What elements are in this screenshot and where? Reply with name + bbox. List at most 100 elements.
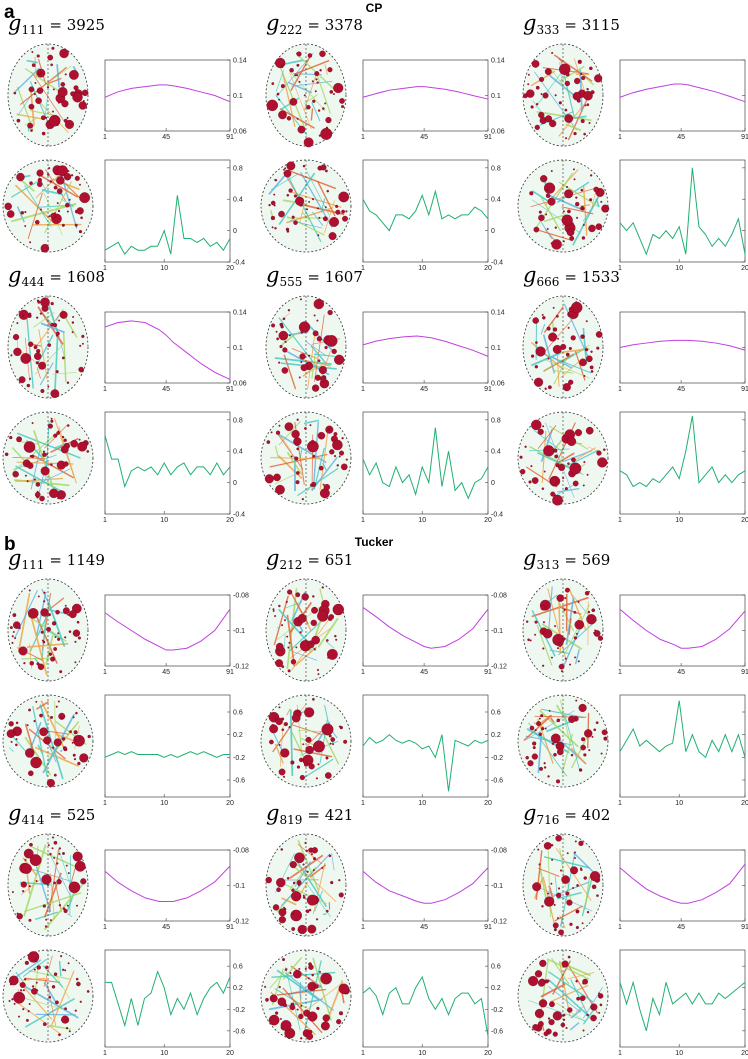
brain-node — [265, 998, 269, 1002]
brain-node — [38, 361, 47, 370]
brain-edge — [16, 206, 25, 223]
y-tick-label: 0.4 — [491, 197, 501, 204]
brain-node — [324, 102, 327, 105]
brain-node — [575, 196, 578, 199]
brain-node — [314, 374, 321, 381]
panel-title-subscript: 666 — [536, 275, 559, 289]
brain-node — [545, 115, 553, 123]
brain-node — [42, 450, 46, 453]
brain-node — [322, 216, 328, 222]
x-tick-label: 45 — [420, 386, 428, 393]
brain-image — [2, 411, 94, 505]
brain-node — [552, 306, 555, 309]
brain-node — [278, 706, 281, 709]
brain-node — [590, 1005, 594, 1009]
brain-node — [290, 760, 295, 765]
brain-node — [26, 383, 31, 388]
brain-edge — [285, 972, 335, 1011]
brain-edge — [572, 447, 596, 462]
y-tick-label: -0.6 — [491, 1028, 503, 1035]
brain-node — [569, 462, 582, 475]
brain-node — [49, 852, 52, 856]
brain-node — [320, 164, 327, 171]
brain-node — [525, 756, 529, 760]
brain-node — [274, 615, 277, 618]
brain-edge — [26, 315, 34, 389]
brain-node — [50, 656, 56, 662]
brain-image — [2, 949, 94, 1043]
x-tick-label: 1 — [361, 924, 365, 931]
brain-node — [542, 664, 545, 667]
brain-node — [587, 610, 591, 614]
brain-node — [284, 968, 288, 971]
brain-node — [63, 173, 72, 181]
brain-node — [36, 349, 41, 354]
x-tick-label: 10 — [160, 800, 168, 807]
brain-node — [37, 177, 42, 183]
brain-node — [269, 739, 274, 745]
brain-node — [562, 1018, 566, 1021]
brain-node — [276, 337, 280, 341]
x-tick-label: 1 — [361, 517, 365, 524]
brain-node — [593, 728, 597, 732]
brain-node — [281, 624, 284, 627]
brain-edge — [16, 1001, 62, 1036]
brain-node — [301, 498, 304, 501]
x-tick-label: 20 — [741, 800, 748, 807]
brain-edge — [550, 717, 555, 723]
y-tick-label: 0.2 — [233, 985, 243, 992]
brain-edge — [310, 108, 314, 121]
brain-node — [51, 110, 54, 113]
panel-title: g212 = 651 — [266, 546, 353, 572]
brain-node — [67, 962, 70, 965]
brain-node — [572, 92, 582, 101]
brain-node — [283, 169, 292, 178]
brain-node — [305, 849, 308, 852]
brain-node — [51, 985, 56, 989]
brain-node — [532, 1024, 539, 1031]
brain-node — [556, 647, 559, 650]
x-tick-label: 20 — [226, 800, 234, 807]
brain-node — [300, 1037, 303, 1040]
brain-node — [318, 216, 321, 219]
panel-title-value: = 1608 — [49, 268, 105, 286]
panel-title-symbol: g — [266, 263, 279, 287]
y-tick-label: -0.08 — [491, 593, 507, 600]
x-tick-label: 1 — [361, 265, 365, 272]
brain-node — [275, 642, 284, 651]
brain-node — [338, 725, 341, 728]
brain-node — [275, 57, 286, 69]
brain-node — [36, 496, 39, 499]
brain-node — [13, 347, 22, 357]
panel-title-subscript: 333 — [536, 23, 559, 37]
brain-node — [567, 209, 571, 214]
brain-edge — [536, 111, 592, 122]
brain-node — [556, 314, 559, 318]
brain-node — [36, 87, 44, 94]
brain-edge — [281, 897, 297, 906]
x-tick-label: 10 — [160, 517, 168, 524]
brain-edge — [550, 68, 573, 98]
brain-node — [74, 640, 77, 643]
brain-node — [561, 960, 569, 968]
y-tick-label: 0.8 — [491, 417, 501, 424]
brain-node — [265, 876, 272, 884]
data-line — [362, 734, 489, 792]
brain-edge — [274, 445, 280, 459]
brain-node — [13, 730, 16, 734]
brain-node — [33, 93, 36, 96]
brain-node — [552, 327, 558, 332]
brain-edge — [537, 425, 557, 449]
brain-node — [591, 608, 596, 613]
y-tick-label: -0.12 — [491, 919, 507, 926]
brain-node — [546, 189, 549, 192]
brain-edge — [556, 352, 560, 387]
brain-node — [568, 379, 574, 385]
brain-node — [527, 638, 530, 642]
brain-node — [71, 321, 75, 324]
brain-edge — [287, 169, 337, 190]
brain-node — [340, 463, 348, 471]
brain-edge — [270, 991, 316, 1036]
brain-node — [338, 892, 344, 898]
brain-edge — [549, 649, 571, 655]
